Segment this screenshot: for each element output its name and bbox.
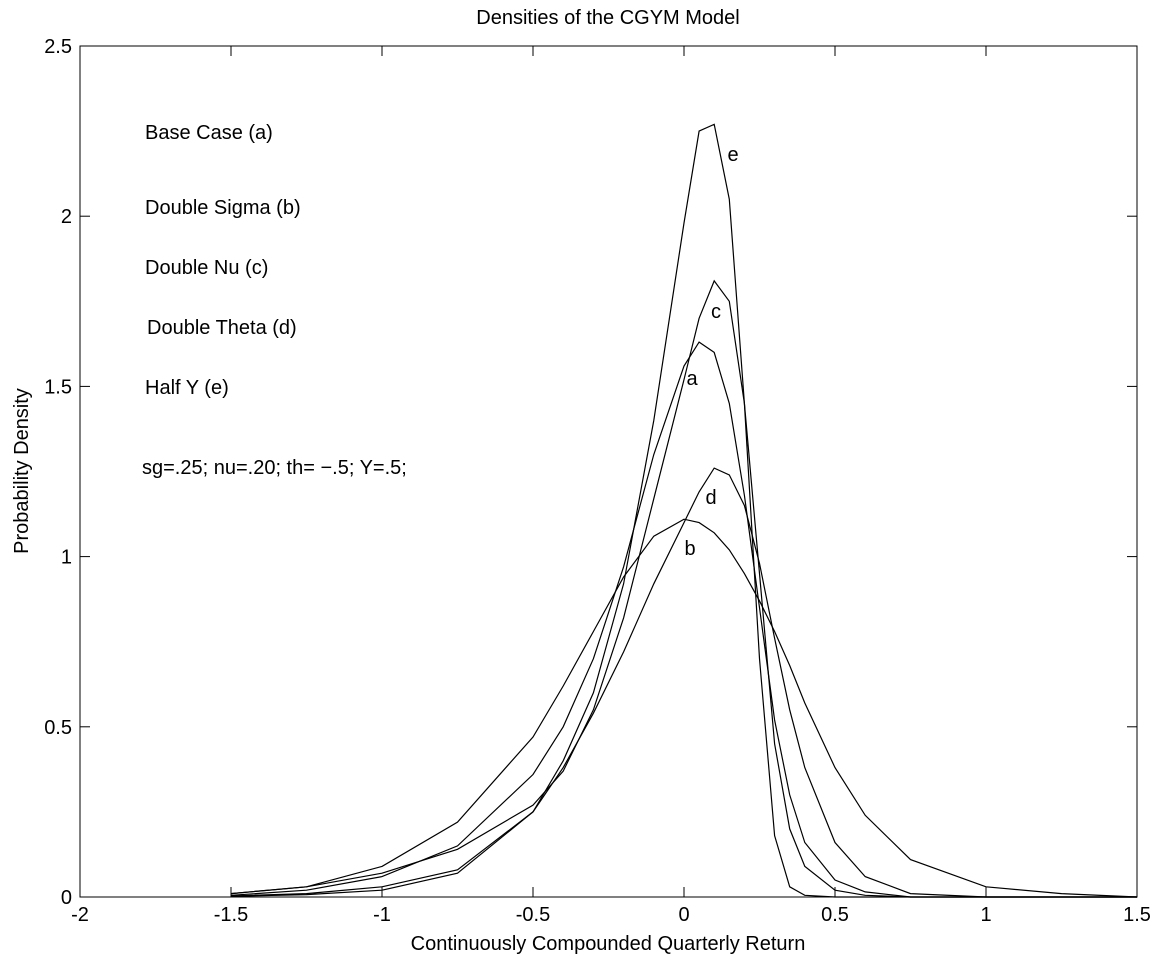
line-series	[230, 518, 1138, 898]
annotation: Double Theta (d)	[147, 317, 297, 339]
series-label: b	[684, 538, 695, 560]
y-tick-label: 1.5	[44, 376, 72, 398]
annotation: Half Y (e)	[145, 377, 229, 399]
chart-title: Densities of the CGYM Model	[476, 7, 739, 29]
y-tick-label: 0.5	[44, 717, 72, 739]
axes-box	[79, 45, 1138, 898]
annotation: Double Sigma (b)	[145, 197, 301, 219]
y-tick-label: 2.5	[44, 36, 72, 58]
x-tick-label: -2	[71, 904, 89, 926]
series-label: a	[686, 368, 698, 390]
annotation: Base Case (a)	[145, 122, 273, 144]
series-label: d	[705, 487, 716, 509]
x-axis-label: Continuously Compounded Quarterly Return	[411, 933, 806, 955]
series-label: e	[727, 144, 738, 166]
annotation: sg=.25; nu=.20; th= −.5; Y=.5;	[142, 457, 407, 479]
x-tick-label: -0.5	[516, 904, 550, 926]
x-tick-label: 1	[980, 904, 991, 926]
x-tick-label: 0	[678, 904, 689, 926]
series-label: c	[711, 301, 721, 323]
y-axis-label: Probability Density	[11, 388, 33, 554]
annotation: Double Nu (c)	[145, 257, 268, 279]
x-tick-label: -1.5	[214, 904, 248, 926]
line-series	[230, 123, 1137, 898]
line-series	[230, 279, 1137, 898]
y-tick-label: 1	[61, 547, 72, 569]
line-series	[230, 341, 1137, 898]
y-tick-label: 2	[61, 206, 72, 228]
x-tick-label: -1	[373, 904, 391, 926]
y-tick-label: 0	[61, 887, 72, 909]
x-tick-label: 0.5	[821, 904, 849, 926]
x-tick-label: 1.5	[1123, 904, 1151, 926]
